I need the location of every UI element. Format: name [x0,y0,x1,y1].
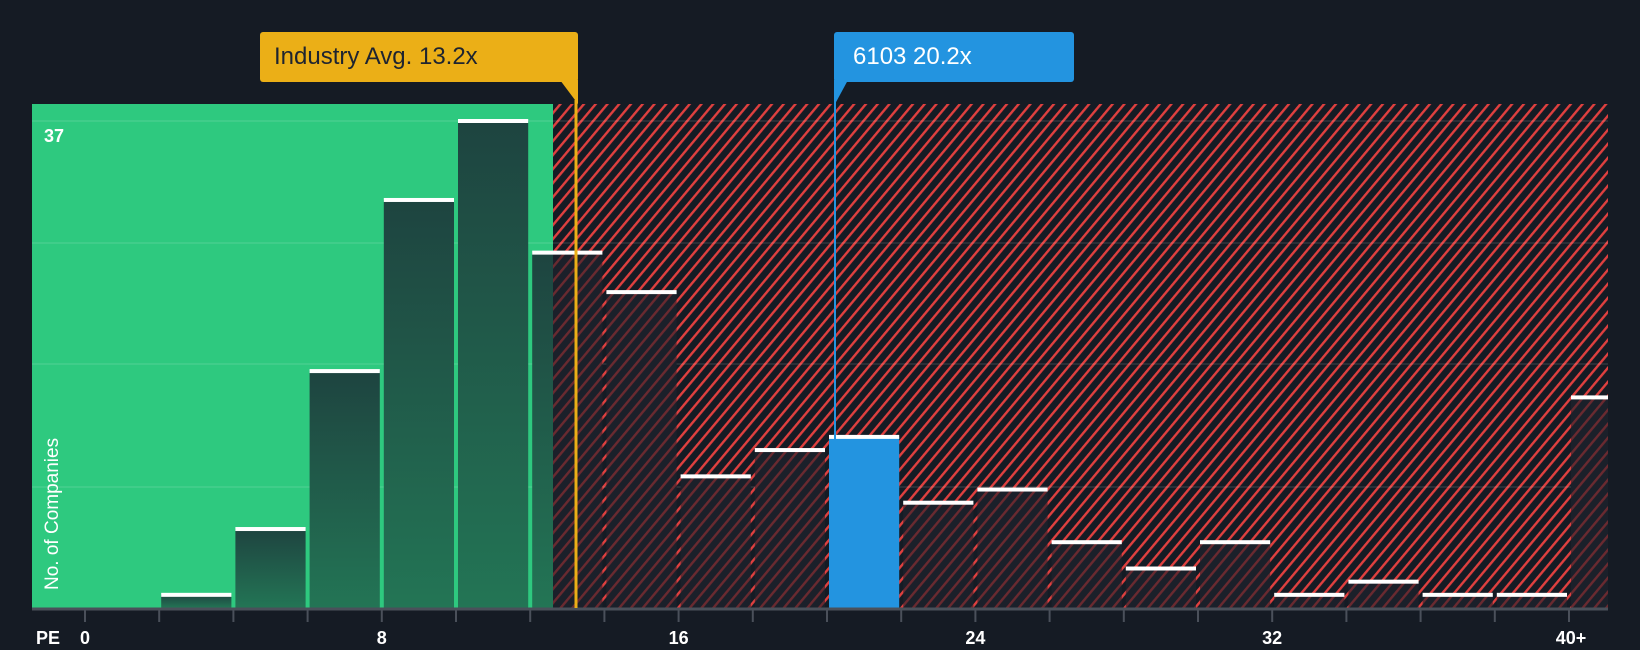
histogram-bar [383,197,454,609]
x-axis [32,607,1608,622]
bar-cap [383,197,454,202]
y-max-label: 37 [44,126,65,146]
bar-cap [1348,579,1419,584]
histogram-bar [1496,592,1567,608]
histogram-bar [680,474,751,608]
x-tick-label: 40+ [1555,628,1587,648]
x-tick-label: 24 [965,628,986,648]
histogram-bar [1348,579,1419,608]
histogram-bar [606,290,677,608]
histogram-bar [829,434,900,608]
bar-cap [1274,592,1345,597]
company-pe-callout: 6103 20.2x [834,32,1074,82]
industry-callout-pointer [560,80,578,104]
histogram-bar [1422,592,1493,608]
bar-cap [458,119,529,123]
bar-cap [606,290,677,295]
bar-cap [903,500,974,505]
histogram-bar [458,119,529,608]
bar-cap [977,487,1048,492]
bar-cap [532,250,603,255]
industry-average-label: Industry Avg. 13.2x [274,43,478,70]
company-pe-label: 6103 20.2x [853,43,972,70]
bar-cap [680,474,751,479]
histogram-bar [1274,592,1345,608]
annotation-lines [574,100,836,608]
x-axis-label: PE [36,628,61,648]
industry-average-callout: Industry Avg. 13.2x [260,32,578,82]
histogram-bar [1571,395,1608,608]
company-callout-pointer [834,80,848,104]
histogram-bar [235,527,306,608]
bar-cap [1200,540,1271,545]
bar-cap [1051,540,1122,545]
histogram-bars [161,119,1608,609]
histogram-bar [1125,566,1196,608]
bar-cap [309,369,380,374]
histogram-bar [309,369,380,608]
bar-cap [1125,566,1196,571]
bar-cap [1422,592,1493,597]
bar-cap [1496,592,1567,597]
x-tick-label: 8 [376,628,387,648]
y-axis-label: No. of Companies [42,437,63,590]
histogram-bar [754,448,825,608]
histogram-bar [977,487,1048,608]
bar-cap [754,448,825,453]
histogram-bar [532,250,603,608]
histogram-bar [161,592,232,608]
x-tick-label: 0 [79,628,91,648]
bar-cap [161,592,232,597]
bar-cap [829,434,900,439]
histogram-bar [1051,540,1122,608]
histogram-bar [903,500,974,608]
bar-cap [235,527,306,532]
x-tick-label: 16 [668,628,689,648]
histogram-bar [1200,540,1271,608]
x-tick-label: 32 [1262,628,1283,648]
bar-cap [1571,395,1608,400]
